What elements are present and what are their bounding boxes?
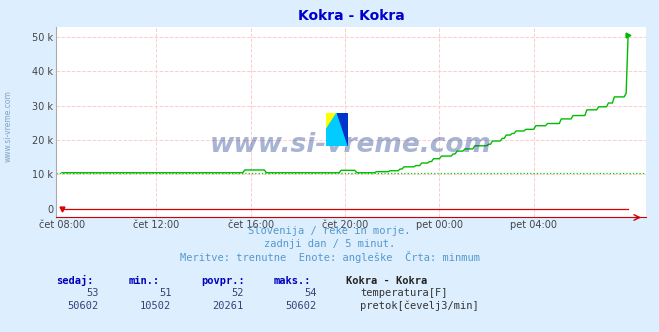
Text: sedaj:: sedaj: — [56, 275, 94, 286]
Text: Kokra - Kokra: Kokra - Kokra — [346, 276, 427, 286]
Text: 50602: 50602 — [68, 301, 99, 311]
Text: Meritve: trenutne  Enote: angleške  Črta: minmum: Meritve: trenutne Enote: angleške Črta: … — [179, 251, 480, 263]
Polygon shape — [337, 113, 348, 146]
Title: Kokra - Kokra: Kokra - Kokra — [298, 9, 404, 23]
Text: temperatura[F]: temperatura[F] — [360, 288, 448, 298]
Text: 54: 54 — [304, 288, 316, 298]
Text: www.si-vreme.com: www.si-vreme.com — [210, 132, 492, 158]
Polygon shape — [326, 113, 348, 146]
Text: min.:: min.: — [129, 276, 159, 286]
Text: 53: 53 — [86, 288, 99, 298]
Text: maks.:: maks.: — [273, 276, 311, 286]
Text: 52: 52 — [231, 288, 244, 298]
Text: www.si-vreme.com: www.si-vreme.com — [3, 90, 13, 162]
Text: 10502: 10502 — [140, 301, 171, 311]
Text: 50602: 50602 — [285, 301, 316, 311]
Text: Slovenija / reke in morje.: Slovenija / reke in morje. — [248, 226, 411, 236]
Text: 20261: 20261 — [213, 301, 244, 311]
Text: pretok[čevelj3/min]: pretok[čevelj3/min] — [360, 301, 479, 311]
Text: 51: 51 — [159, 288, 171, 298]
Text: povpr.:: povpr.: — [201, 276, 244, 286]
Text: zadnji dan / 5 minut.: zadnji dan / 5 minut. — [264, 239, 395, 249]
Polygon shape — [326, 113, 337, 129]
